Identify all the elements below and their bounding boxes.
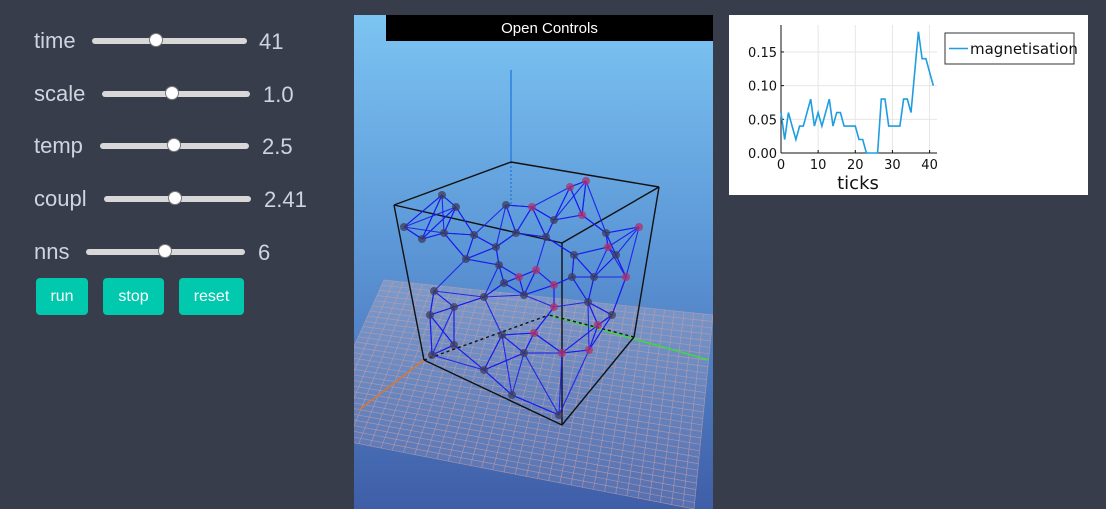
slider-thumb-scale[interactable] xyxy=(165,86,180,100)
slider-value-temp: 2.5 xyxy=(262,134,293,159)
slider-value-time: 41 xyxy=(259,29,284,54)
slider-label-nns: nns xyxy=(34,239,70,264)
reset-button[interactable]: reset xyxy=(179,278,244,315)
legend-label: magnetisation xyxy=(970,40,1078,58)
slider-row-time: time xyxy=(34,26,76,56)
chart-xtick-label: 10 xyxy=(810,158,827,173)
chart-ytick-label: 0.00 xyxy=(748,147,777,162)
chart-ytick-label: 0.05 xyxy=(748,113,777,128)
chart-series-magnetisation xyxy=(780,31,935,154)
floor-grid xyxy=(354,279,713,509)
chart-legend: magnetisation xyxy=(944,32,1078,65)
slider-value-nns: 6 xyxy=(258,240,271,265)
magnetisation-chart: 0 10 20 30 40 0.00 0.05 0.10 0.15 ticks magnetis… xyxy=(729,15,1088,195)
slider-thumb-time[interactable] xyxy=(149,33,164,47)
slider-row-temp: temp xyxy=(34,131,83,161)
chart-xtick-label: 0 xyxy=(777,158,785,173)
open-controls-button[interactable]: Open Controls xyxy=(386,15,713,41)
slider-scale[interactable] xyxy=(102,86,250,100)
slider-row-scale: scale xyxy=(34,79,85,109)
chart-ytick-label: 0.15 xyxy=(748,46,777,61)
chart-xtick-label: 30 xyxy=(884,158,901,173)
run-button[interactable]: run xyxy=(36,278,88,315)
stop-button[interactable]: stop xyxy=(103,278,164,315)
slider-label-time: time xyxy=(34,28,76,53)
slider-value-scale: 1.0 xyxy=(263,82,294,107)
slider-value-coupl: 2.41 xyxy=(264,187,307,212)
chart-xlabel: ticks xyxy=(837,173,879,194)
3d-scene-canvas xyxy=(354,70,713,509)
slider-label-scale: scale xyxy=(34,81,86,106)
bounding-cube xyxy=(393,161,660,426)
slider-temp[interactable] xyxy=(100,138,249,152)
spin-network xyxy=(400,177,643,419)
slider-thumb-temp[interactable] xyxy=(166,138,181,152)
slider-nns[interactable] xyxy=(86,244,245,258)
3d-scene-viewport[interactable]: Open Controls xyxy=(354,15,713,509)
chart-ytick-label: 0.10 xyxy=(748,80,777,95)
chart-svg: 0 10 20 30 40 0.00 0.05 0.10 0.15 ticks magnetis… xyxy=(748,25,1078,194)
slider-label-coupl: coupl xyxy=(34,186,87,211)
chart-xtick-label: 40 xyxy=(921,158,938,173)
slider-row-coupl: coupl xyxy=(34,184,87,214)
chart-ticks: 0 10 20 30 40 0.00 0.05 0.10 0.15 xyxy=(748,46,938,173)
slider-label-temp: temp xyxy=(34,133,83,158)
chart-xtick-label: 20 xyxy=(847,158,864,173)
slider-time[interactable] xyxy=(92,33,247,47)
slider-row-nns: nns xyxy=(34,237,69,267)
slider-thumb-nns[interactable] xyxy=(157,244,172,258)
slider-thumb-coupl[interactable] xyxy=(168,191,183,205)
slider-coupl[interactable] xyxy=(104,191,251,205)
chart-axes xyxy=(780,25,937,154)
